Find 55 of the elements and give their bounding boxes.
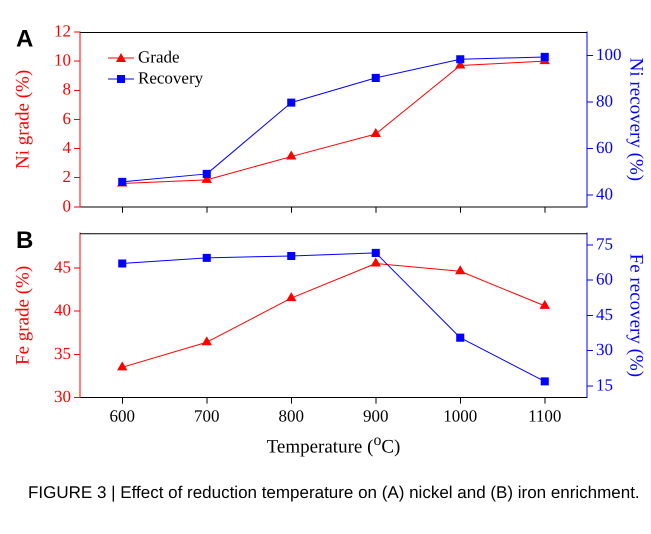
- legend-label: Grade: [138, 47, 180, 66]
- y-tick-label: 8: [62, 80, 71, 99]
- point: [202, 336, 212, 346]
- y-tick-label: 0: [62, 196, 71, 216]
- caption: FIGURE 3 | Effect of reduction temperature on (A) nickel and (B) iron enrichment.: [28, 482, 641, 504]
- y2-axis-title: Ni recovery (%): [626, 58, 647, 182]
- y2-tick-label: 60: [596, 270, 613, 289]
- y2-tick-label: 75: [596, 234, 613, 254]
- y-tick-label: 4: [62, 138, 72, 157]
- point: [286, 292, 296, 302]
- point: [456, 55, 464, 64]
- point: [202, 170, 211, 178]
- y-tick-label: 45: [54, 257, 71, 276]
- y-tick-label: 12: [54, 21, 71, 40]
- y2-tick-label: 15: [596, 375, 613, 394]
- y-tick-label: 30: [54, 387, 71, 406]
- legend-label: Recovery: [138, 68, 204, 88]
- y2-axis-title: Fe recovery (%): [626, 254, 647, 378]
- point: [540, 52, 549, 61]
- chart-title: A: [16, 26, 34, 53]
- point: [370, 128, 381, 137]
- y-tick-label: 35: [54, 344, 71, 363]
- x-tick-label: 600: [110, 406, 135, 426]
- y-tick-label: 40: [54, 300, 71, 320]
- y-tick-label: 2: [62, 167, 71, 186]
- x-tick-label: 1100: [528, 406, 562, 426]
- point: [202, 254, 211, 262]
- x-tick-label: 700: [194, 406, 220, 426]
- point: [370, 258, 381, 266]
- y-tick-label: 6: [62, 108, 71, 128]
- point: [287, 98, 296, 107]
- point: [286, 151, 296, 160]
- y2-tick-label: 60: [596, 138, 613, 157]
- point: [540, 377, 549, 386]
- point: [117, 362, 128, 370]
- x-tick-label: 900: [363, 406, 388, 426]
- y-axis-title: Fe grade (%): [12, 266, 34, 365]
- point: [540, 300, 550, 309]
- chart-title: B: [16, 226, 34, 254]
- y2-tick-label: 40: [596, 184, 613, 204]
- y2-tick-label: 100: [596, 44, 622, 64]
- point: [287, 252, 296, 260]
- point: [118, 259, 126, 268]
- x-tick-label: 800: [278, 406, 304, 426]
- y-axis-title: Ni grade (%): [12, 70, 34, 169]
- point: [372, 248, 380, 257]
- y2-tick-label: 45: [596, 304, 613, 324]
- x-tick-label: 1000: [443, 406, 478, 426]
- point: [455, 266, 466, 274]
- point: [372, 74, 380, 82]
- y-tick-label: 10: [54, 50, 71, 70]
- point: [456, 334, 464, 342]
- x-axis-title: Temperature ($^{o}$C): [266, 432, 402, 458]
- y2-tick-label: 30: [596, 340, 613, 360]
- y2-tick-label: 80: [596, 91, 613, 110]
